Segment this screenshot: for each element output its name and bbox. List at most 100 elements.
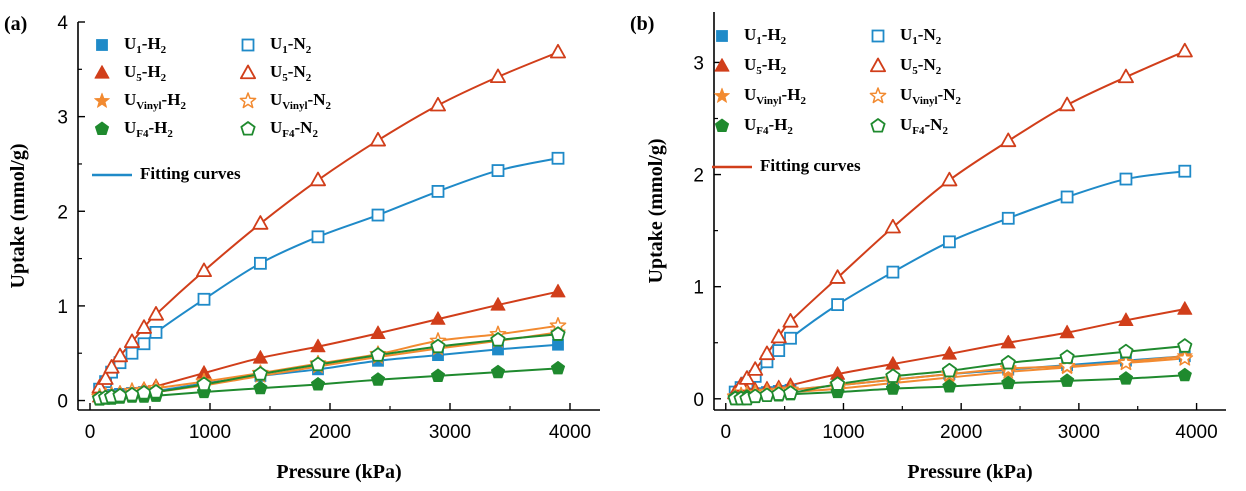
y-tick-label-a-3: 3: [57, 108, 68, 129]
legend-marker-a-5: [239, 92, 257, 109]
data-point-a-1-11: [431, 184, 445, 198]
data-point-b-6-9: [942, 379, 957, 393]
y-tick-label-b-1: 1: [693, 278, 704, 299]
legend-marker-a-4: [94, 92, 110, 108]
data-point-b-2-11: [1059, 324, 1075, 339]
legend-fit-label-b: Fitting curves: [760, 156, 861, 175]
data-point-a-7-9: [310, 356, 326, 372]
legend-marker-b-5: [869, 87, 887, 104]
data-point-a-6-8: [253, 380, 268, 395]
fit-curve-a-6: [99, 367, 559, 401]
legend-marker-b-2: [714, 58, 730, 72]
legend-label-b-4: UVinyl-H2: [744, 85, 806, 107]
data-point-b-3-6: [782, 313, 799, 328]
series-a-7: [92, 326, 566, 406]
data-point-b-7-7: [830, 376, 846, 391]
y-tick-label-a-4: 4: [57, 13, 68, 34]
data-point-b-3-7: [829, 269, 846, 284]
data-point-b-6-12: [1118, 371, 1134, 385]
data-point-b-6-11: [1060, 373, 1075, 387]
panel-label-b: (b): [630, 13, 654, 35]
data-point-a-7-13: [550, 326, 566, 341]
data-point-a-3-6: [147, 306, 165, 321]
legend-label-a-0: U1-H2: [124, 34, 167, 56]
legend-label-b-0: U1-H2: [744, 25, 787, 47]
x-tick-label-a-1: 1000: [189, 422, 231, 443]
legend-fit-label-a: Fitting curves: [140, 164, 241, 183]
data-point-a-7-12: [490, 332, 506, 347]
x-tick-label-a-3: 3000: [429, 422, 471, 443]
chart-panel-b: (b) 0 1000 2000 3000 4000 0 1 2 3 Pressure (kPa) Up…: [626, 0, 1246, 491]
data-point-b-3-9: [941, 171, 958, 187]
data-point-a-1-10: [371, 208, 385, 222]
fit-curve-b-2: [735, 308, 1185, 395]
data-point-b-2-13: [1177, 301, 1193, 315]
data-point-b-1-10: [1001, 211, 1015, 225]
data-point-b-3-12: [1117, 68, 1134, 84]
x-tick-label-a-2: 2000: [309, 422, 351, 443]
data-point-a-6-9: [310, 377, 326, 391]
data-point-a-3-3: [111, 347, 129, 363]
x-tick-label-b-2: 2000: [940, 422, 982, 443]
legend-label-a-5: UVinyl-N2: [270, 90, 332, 112]
data-point-b-1-12: [1119, 172, 1133, 186]
legend-label-b-5: UVinyl-N2: [900, 85, 962, 107]
legend-marker-a-3: [239, 64, 257, 80]
data-point-b-3-5: [770, 328, 787, 344]
data-point-a-1-7: [197, 292, 211, 306]
data-point-a-2-12: [490, 297, 506, 311]
data-point-b-6-10: [1001, 375, 1016, 390]
data-point-a-3-1: [97, 370, 114, 385]
data-point-a-6-10: [370, 372, 386, 386]
data-point-b-3-13: [1176, 42, 1193, 58]
data-point-b-3-10: [1000, 132, 1017, 148]
legend-marker-b-6: [714, 118, 730, 133]
legend-marker-a-7: [240, 121, 256, 136]
chart-svg-b: (b) 0 1000 2000 3000 4000 0 1 2 3 Pressure (kPa) Up…: [630, 12, 1226, 483]
y-tick-label-b-0: 0: [693, 390, 704, 411]
y-tick-label-a-0: 0: [57, 392, 68, 413]
data-point-b-6-8: [885, 381, 900, 395]
data-point-a-3-7: [195, 262, 213, 278]
data-point-a-3-12: [489, 68, 507, 84]
legend-label-a-4: UVinyl-H2: [124, 90, 186, 112]
data-point-b-2-10: [1000, 334, 1016, 349]
data-point-a-7-11: [430, 338, 446, 354]
data-point-a-6-12: [490, 364, 506, 379]
y-tick-label-b-2: 2: [693, 166, 704, 187]
legend-label-a-1: U1-N2: [270, 34, 312, 56]
legend-marker-a-2: [94, 65, 110, 79]
fit-curve-a-2: [99, 290, 559, 398]
data-point-a-2-8: [252, 350, 268, 364]
data-point-b-2-9: [941, 346, 957, 360]
data-point-b-1-5: [772, 344, 786, 357]
data-point-b-1-13: [1178, 164, 1192, 178]
legend-marker-b-4: [714, 87, 730, 103]
fit-curve-b-1: [734, 170, 1185, 393]
legend-marker-a-0: [96, 39, 108, 51]
data-point-a-3-2: [103, 359, 120, 374]
data-point-a-3-4: [123, 333, 141, 349]
y-axis-title-b: Uptake (mmol/g): [645, 139, 667, 284]
x-tick-label-b-1: 1000: [822, 422, 864, 443]
legend-b: U1-H2 U1-N2 U5-H2 U5-N2 UVinyl-H2 UVinyl-N2 UF…: [712, 25, 962, 175]
legend-label-b-2: U5-H2: [744, 55, 787, 77]
data-point-a-1-12: [491, 164, 505, 177]
data-point-a-3-8: [252, 215, 269, 230]
series-a-1: [93, 151, 565, 396]
legend-marker-a-1: [241, 38, 255, 52]
panel-label-a: (a): [4, 13, 27, 35]
data-point-a-3-10: [369, 131, 387, 147]
data-point-a-1-5: [137, 337, 151, 351]
data-point-b-2-12: [1118, 312, 1134, 326]
fit-curve-a-1: [98, 157, 559, 390]
legend-label-a-7: UF4-N2: [270, 118, 318, 140]
data-point-a-7-10: [370, 347, 386, 362]
x-tick-label-a-0: 0: [85, 422, 96, 443]
data-point-b-3-8: [884, 218, 901, 234]
data-point-a-3-11: [429, 96, 447, 112]
legend-label-b-1: U1-N2: [900, 25, 942, 47]
x-axis-title-a: Pressure (kPa): [276, 461, 401, 483]
x-axis-title-b: Pressure (kPa): [907, 461, 1032, 483]
data-point-b-3-4: [758, 345, 775, 361]
